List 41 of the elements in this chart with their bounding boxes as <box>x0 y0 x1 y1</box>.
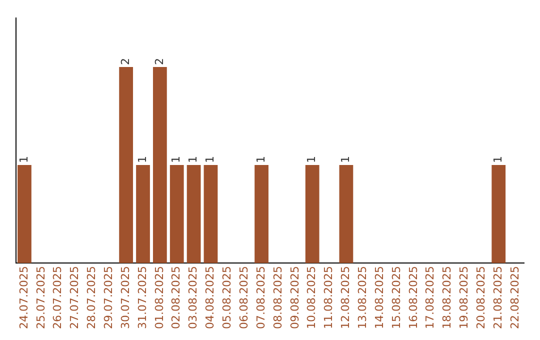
x-tick-label: 07.08.2025 <box>254 266 268 330</box>
x-tick-label: 30.07.2025 <box>118 266 132 330</box>
x-tick-label: 27.07.2025 <box>68 266 82 330</box>
data-label: 1 <box>17 156 30 164</box>
x-tick-label: 18.08.2025 <box>440 266 454 330</box>
data-label: 2 <box>152 58 166 66</box>
x-tick-label: 14.08.2025 <box>372 266 386 330</box>
data-label: 1 <box>170 156 183 164</box>
x-tick-label: 13.08.2025 <box>356 266 369 330</box>
x-tick-label: 10.08.2025 <box>305 266 318 330</box>
data-label: 1 <box>339 156 352 164</box>
x-tick-label: 06.08.2025 <box>237 266 250 330</box>
x-tick-label: 15.08.2025 <box>390 266 403 330</box>
x-tick-label: 22.08.2025 <box>508 266 522 330</box>
x-tick-label: 19.08.2025 <box>458 266 471 330</box>
x-tick-label: 09.08.2025 <box>288 266 302 330</box>
x-tick-label: 25.07.2025 <box>34 266 48 330</box>
x-tick-label: 05.08.2025 <box>220 266 234 330</box>
data-label: 1 <box>254 156 268 164</box>
data-label: 1 <box>491 156 504 164</box>
x-tick-label: 03.08.2025 <box>186 266 200 330</box>
x-tick-label: 12.08.2025 <box>339 266 352 330</box>
data-label: 1 <box>305 156 318 164</box>
x-tick-label: 11.08.2025 <box>322 266 336 330</box>
x-tick-label: 01.08.2025 <box>152 266 166 330</box>
x-tick-label: 20.08.2025 <box>474 266 488 330</box>
x-tick-label: 26.07.2025 <box>51 266 64 330</box>
x-tick-label: 16.08.2025 <box>406 266 420 330</box>
x-tick-label: 17.08.2025 <box>424 266 437 330</box>
x-tick-label: 24.07.2025 <box>17 266 30 330</box>
data-label: 1 <box>186 156 200 164</box>
x-tick-label: 31.07.2025 <box>136 266 149 330</box>
x-tick-label: 21.08.2025 <box>491 266 504 330</box>
x-tick-label: 08.08.2025 <box>271 266 284 330</box>
data-label: 1 <box>204 156 217 164</box>
data-label: 1 <box>136 156 149 164</box>
x-tick-label: 28.07.2025 <box>85 266 98 330</box>
x-tick-label: 02.08.2025 <box>170 266 183 330</box>
x-tick-label: 29.07.2025 <box>102 266 115 330</box>
data-label: 2 <box>118 58 132 66</box>
x-tick-label: 04.08.2025 <box>204 266 217 330</box>
